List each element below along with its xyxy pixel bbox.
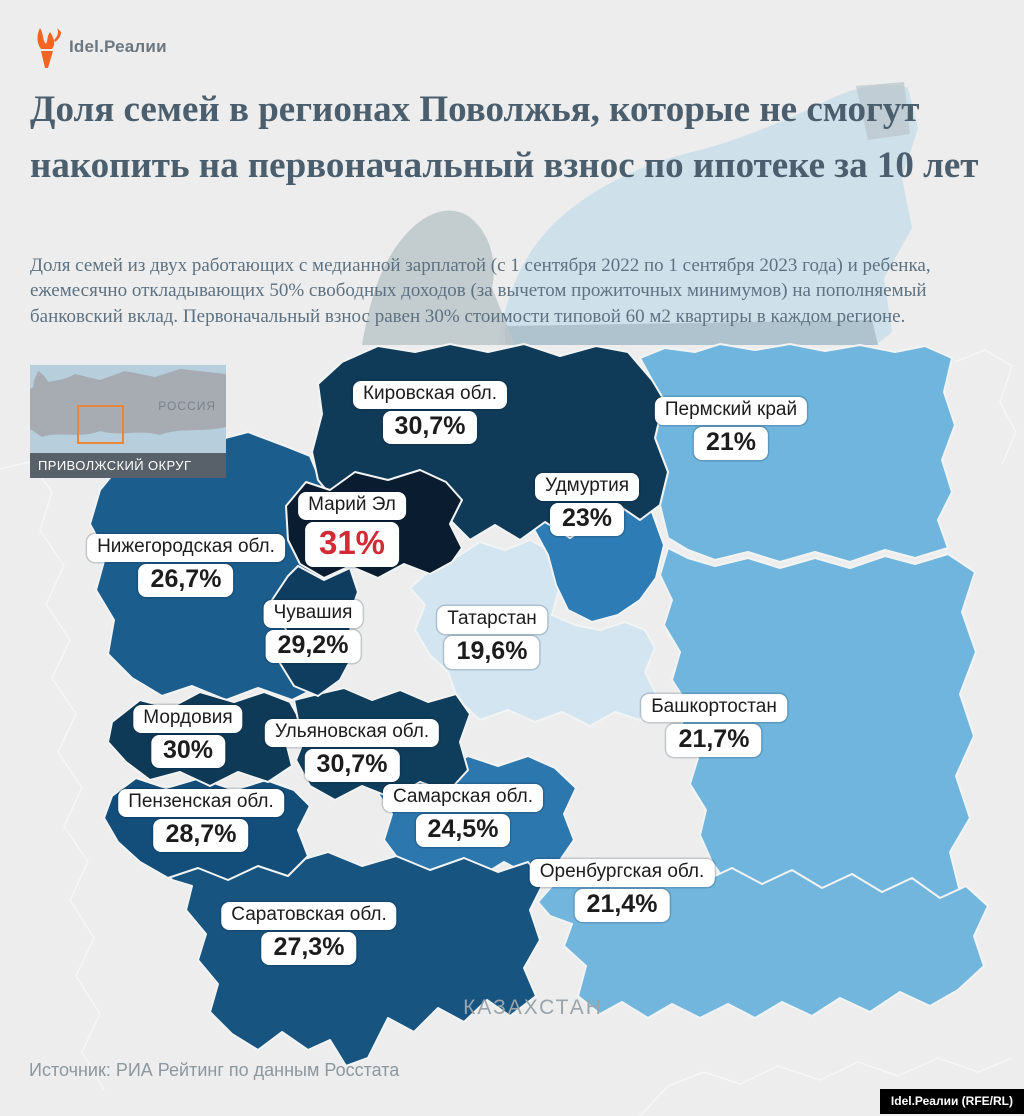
inset-district-label: ПРИВОЛЖСКИЙ ОКРУГ <box>30 453 226 478</box>
region-name: Оренбургская обл. <box>529 859 715 887</box>
inset-map: РОССИЯ <box>30 365 226 453</box>
label-orenburgskaya: Оренбургская обл. 21,4% <box>529 859 715 922</box>
torch-icon <box>37 28 61 68</box>
region-name: Пензенская обл. <box>118 789 284 817</box>
label-mariy-el: Марий Эл 31% <box>298 492 406 567</box>
inset-russia-silhouette <box>30 369 226 444</box>
label-chuvashiya: Чувашия 29,2% <box>263 600 363 663</box>
region-name: Чувашия <box>263 600 363 628</box>
label-saratovskaya: Саратовская обл. 27,3% <box>221 902 397 965</box>
ghost-blob-blue <box>498 84 918 345</box>
region-value: 21,4% <box>574 889 670 922</box>
region-name: Кировская обл. <box>352 381 508 409</box>
label-bashkortostan: Башкортостан 21,7% <box>641 694 787 757</box>
region-value: 21,7% <box>666 724 762 757</box>
label-ulyanovskaya: Ульяновская обл. 30,7% <box>264 719 440 782</box>
region-value: 27,3% <box>261 932 357 965</box>
page-subtitle: Доля семей из двух работающих с медианно… <box>30 255 931 327</box>
region-value: 30,7% <box>304 749 400 782</box>
region-value: 24,5% <box>415 814 511 847</box>
label-nizhegorodskaya: Нижегородская обл. 26,7% <box>87 534 285 597</box>
region-name: Башкортостан <box>641 694 787 722</box>
region-name: Татарстан <box>437 606 547 634</box>
label-samarskaya: Самарская обл. 24,5% <box>382 784 544 847</box>
region-name: Нижегородская обл. <box>87 534 285 562</box>
label-permskiy: Пермский край 21% <box>654 397 808 460</box>
label-udmurtiya: Удмуртия 23% <box>535 473 639 536</box>
region-name: Ульяновская обл. <box>264 719 440 747</box>
label-kirovskaya: Кировская обл. 30,7% <box>352 381 508 444</box>
inset-locator: РОССИЯ ПРИВОЛЖСКИЙ ОКРУГ <box>30 365 226 478</box>
region-value: 26,7% <box>138 564 234 597</box>
region-name: Марий Эл <box>298 492 406 520</box>
decor-boundary-west <box>0 461 105 1091</box>
region-name: Саратовская обл. <box>221 902 397 930</box>
region-name: Мордовия <box>133 705 243 733</box>
inset-highlight-rect <box>77 405 124 444</box>
label-tatarstan: Татарстан 19,6% <box>437 606 547 669</box>
label-penzenskaya: Пензенская обл. 28,7% <box>118 789 284 852</box>
region-name: Пермский край <box>654 397 808 425</box>
decor-boundary-east <box>954 349 1017 465</box>
kazakhstan-label: КАЗАХСТАН <box>463 996 603 1019</box>
region-value: 30% <box>150 735 226 768</box>
ghost-band-gray-blue <box>505 320 878 345</box>
label-mordoviya: Мордовия 30% <box>133 705 243 768</box>
inset-country-label: РОССИЯ <box>158 399 216 413</box>
decor-boundary-south <box>639 1057 1013 1116</box>
page-title: Доля семей в регионах Поволжья, которые … <box>30 89 979 186</box>
region-name: Удмуртия <box>535 473 639 501</box>
region-value-highlight: 31% <box>304 522 400 567</box>
region-value: 29,2% <box>265 630 361 663</box>
ghost-blob-gray <box>362 210 515 345</box>
brand-logo-text: Idel.Реалии <box>69 37 167 56</box>
brand-logo: Idel.Реалии <box>32 26 167 68</box>
region-value: 30,7% <box>382 411 478 444</box>
region-value: 28,7% <box>153 819 249 852</box>
region-value: 23% <box>549 503 625 536</box>
region-value: 21% <box>693 427 769 460</box>
watermark-badge: Idel.Реалии (RFE/RL) <box>879 1089 1024 1114</box>
region-name: Самарская обл. <box>382 784 544 812</box>
source-note: Источник: РИА Рейтинг по данным Росстата <box>29 1060 400 1080</box>
ghost-block-gray <box>856 82 910 140</box>
region-value: 19,6% <box>444 636 540 669</box>
